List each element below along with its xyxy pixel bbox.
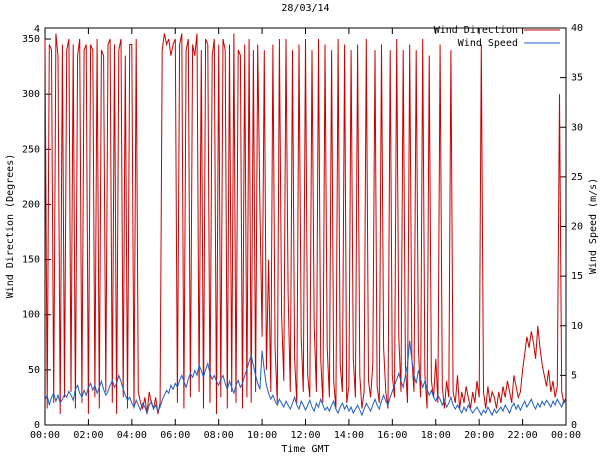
x-tick-label: 00:00 [551,430,581,441]
y-left-tick-label: 300 [22,89,40,100]
x-tick-label: 18:00 [421,430,451,441]
x-tick-label: 20:00 [464,430,494,441]
y-right-tick-label: 25 [571,172,583,183]
y-right-tick-label: 10 [571,321,583,332]
x-tick-label: 14:00 [334,430,364,441]
y-right-tick-label: 30 [571,122,583,133]
y-left-tick-label: 0 [34,420,40,431]
y-left-tick-label: 200 [22,199,40,210]
y-left-tick-label: 350 [22,34,40,45]
y-right-tick-label: 40 [571,23,583,34]
y-right-tick-label: 20 [571,222,583,233]
y-right-tick-label: 5 [571,370,577,381]
y-right-tick-label: 0 [571,420,577,431]
legend-entry-label: Wind Speed [458,38,518,49]
y-left-tick-label: 150 [22,255,40,266]
x-tick-label: 10:00 [247,430,277,441]
y-right-tick-label: 15 [571,271,583,282]
x-tick-label: 02:00 [73,430,103,441]
legend-entry-label: Wind Direction [434,25,518,36]
x-tick-label: 04:00 [117,430,147,441]
x-tick-label: 22:00 [508,430,538,441]
y-right-tick-label: 35 [571,73,583,84]
x-tick-label: 08:00 [204,430,234,441]
chart-title: 28/03/14 [281,3,330,14]
y-left-tick-label: 50 [28,365,40,376]
wind-direction-line [44,33,567,415]
x-tick-label: 12:00 [290,430,320,441]
x-tick-label: 00:00 [30,430,60,441]
x-tick-label: 16:00 [377,430,407,441]
x-tick-label: 06:00 [160,430,190,441]
y-left-tick-label: 250 [22,144,40,155]
x-axis-label: Time GMT [281,444,330,455]
y-left-tick-label: 100 [22,310,40,321]
y-left-top-label: 4 [34,24,40,35]
wind-speed-line [44,340,567,417]
